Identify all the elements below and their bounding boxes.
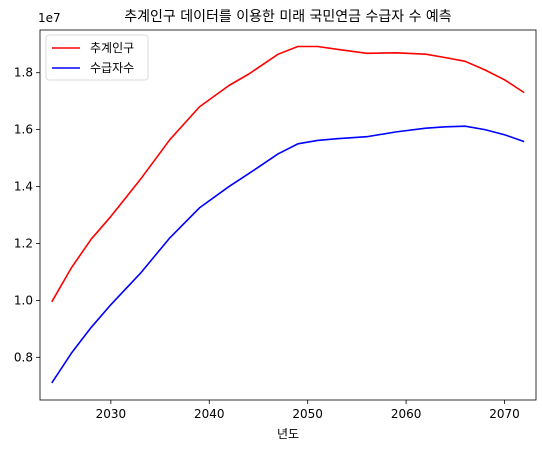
y-tick-label: 1.0: [14, 293, 33, 307]
y-tick-label: 1.2: [14, 236, 33, 250]
x-tick-label: 2030: [96, 407, 127, 421]
y-tick-label: 1.6: [14, 123, 33, 137]
axis-ticks: 2030 2040 2050 2060 2070 0.8 1.0 1.2 1.4 1.6 1.8: [14, 66, 520, 421]
x-axis-label: 년도: [277, 427, 299, 441]
x-tick-label: 2050: [292, 407, 323, 421]
y-tick-label: 1.4: [14, 180, 33, 194]
legend-label: 수급자수: [90, 61, 134, 75]
plot-frame: [39, 29, 537, 401]
y-tick-label: 0.8: [14, 350, 33, 364]
y-offset-label: 1e7: [38, 11, 61, 25]
legend-label: 추계인구: [90, 41, 134, 55]
x-tick-label: 2040: [194, 407, 225, 421]
series-line: [51, 45, 525, 303]
x-tick-label: 2060: [391, 407, 422, 421]
x-tick-label: 2070: [489, 407, 520, 421]
y-tick-label: 1.8: [14, 66, 33, 80]
plot-area: [51, 45, 525, 384]
series-line: [51, 125, 525, 384]
chart-title: 추계인구 데이터를 이용한 미래 국민연금 수급자 수 예측: [124, 9, 452, 25]
